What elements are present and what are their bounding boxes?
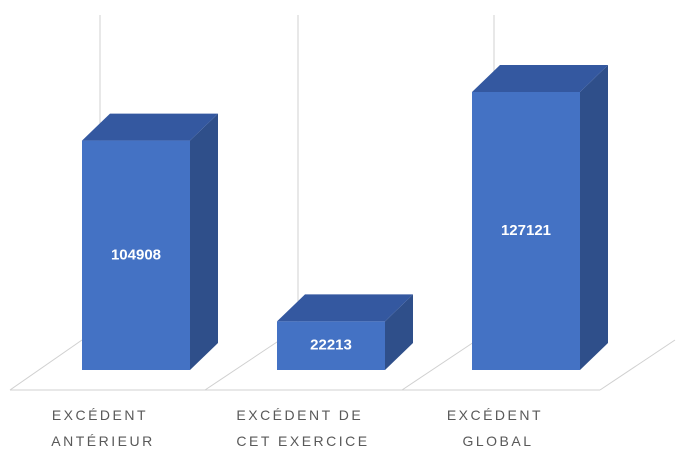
bar — [472, 65, 608, 370]
value-label: 22213 — [310, 337, 352, 354]
x-tick-label: EXCÉDENT GLOBAL — [447, 407, 549, 449]
bar-top — [472, 65, 608, 92]
bar-front — [82, 140, 190, 370]
x-tick-label: EXCÉDENT DE CET EXERCICE — [236, 407, 369, 449]
bar-side — [580, 65, 608, 370]
bar-side — [385, 294, 413, 370]
bar-top — [82, 113, 218, 141]
x-tick-label: EXCÉDENT ANTÉRIEUR — [51, 407, 154, 449]
value-label: 104908 — [111, 246, 161, 263]
bar-front — [277, 321, 385, 370]
bar-side — [190, 113, 218, 370]
value-label: 127121 — [501, 222, 551, 239]
bar — [82, 113, 218, 370]
bar-front — [472, 92, 580, 370]
bar-top — [277, 294, 413, 322]
bar — [277, 294, 413, 370]
